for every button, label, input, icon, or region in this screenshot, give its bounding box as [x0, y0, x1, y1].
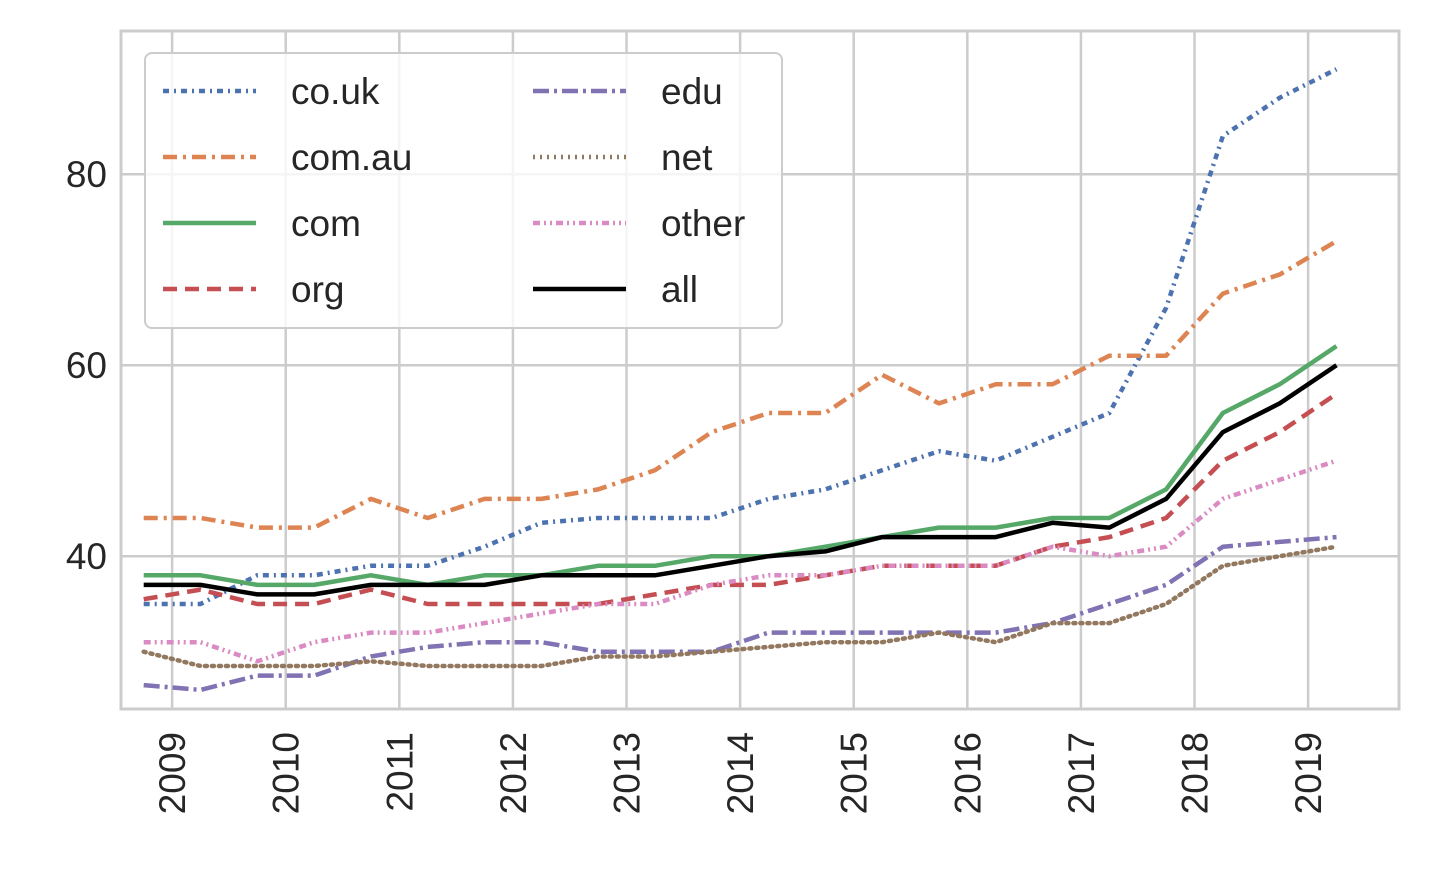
- x-tick-label: 2013: [607, 732, 648, 814]
- x-tick-label: 2015: [834, 732, 875, 814]
- legend-label: com: [291, 203, 361, 244]
- x-tick-label: 2012: [493, 732, 534, 814]
- x-tick-label: 2018: [1175, 732, 1216, 814]
- x-tick-label: 2019: [1288, 732, 1329, 814]
- y-tick-label: 60: [66, 345, 107, 386]
- y-axis-ticks: 40 60 80: [66, 154, 107, 577]
- x-tick-label: 2016: [947, 732, 988, 814]
- x-axis-ticks: 2009 2010 2011 2012 2013 2014 2015 2016 2017 2018…: [152, 732, 1329, 814]
- series-line-other: [143, 458, 1338, 664]
- series-line-edu: [143, 534, 1337, 693]
- series-line-org: [143, 392, 1338, 607]
- series-line-co-uk: [143, 67, 1338, 607]
- y-tick-label: 80: [66, 154, 107, 195]
- legend: co.uk com.au com org edu net other all: [144, 52, 783, 329]
- x-tick-label: 2014: [720, 732, 761, 814]
- x-tick-label: 2017: [1061, 732, 1102, 814]
- legend-label: org: [291, 269, 344, 310]
- series-line-com-au: [143, 239, 1338, 530]
- y-tick-label: 40: [66, 536, 107, 577]
- plot-frame: [119, 29, 1401, 711]
- legend-box: [144, 52, 783, 329]
- series-line-com: [143, 344, 1338, 588]
- series-line-all: [143, 363, 1338, 597]
- legend-label: net: [661, 137, 713, 178]
- legend-label: all: [661, 269, 698, 310]
- legend-label: edu: [661, 71, 723, 112]
- x-tick-label: 2009: [152, 732, 193, 814]
- legend-label: co.uk: [291, 71, 380, 112]
- legend-label: other: [661, 203, 745, 244]
- x-tick-label: 2010: [266, 732, 307, 814]
- series-line-net: [141, 544, 1339, 669]
- legend-label: com.au: [291, 137, 412, 178]
- series-lines: [141, 67, 1339, 693]
- x-tick-label: 2011: [379, 732, 420, 812]
